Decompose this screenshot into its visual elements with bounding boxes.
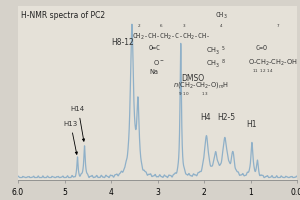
Text: $^2$: $^2$	[137, 24, 141, 29]
Text: H-NMR spectra of PC2: H-NMR spectra of PC2	[21, 11, 105, 20]
Text: $^9$ $^{10}$       $^{13}$: $^9$ $^{10}$ $^{13}$	[178, 91, 209, 100]
Text: H13: H13	[63, 121, 77, 127]
Text: CH$_3$ $^8$: CH$_3$ $^8$	[206, 58, 225, 70]
Text: H8-12: H8-12	[111, 38, 134, 47]
Text: H14: H14	[70, 106, 85, 112]
Text: Na: Na	[149, 69, 158, 75]
Text: $n$(CH$_2$-CH$_2$-O)$_m$H: $n$(CH$_2$-CH$_2$-O)$_m$H	[173, 80, 229, 90]
Text: $^{11}$ $^{12}$ $^{14}$: $^{11}$ $^{12}$ $^{14}$	[252, 68, 274, 77]
Text: H1: H1	[247, 120, 257, 129]
Text: O$^-$: O$^-$	[152, 58, 164, 67]
Text: CH$_2$-CH-CH$_2$-C-CH$_2$-CH-: CH$_2$-CH-CH$_2$-C-CH$_2$-CH-	[132, 31, 210, 42]
Text: H2-5: H2-5	[217, 113, 236, 122]
Text: $^6$: $^6$	[159, 24, 164, 29]
Text: $^7$: $^7$	[276, 24, 280, 29]
Text: O-CH$_2$-CH$_2$-OH: O-CH$_2$-CH$_2$-OH	[248, 58, 298, 68]
Text: DMSO: DMSO	[182, 74, 205, 83]
Text: CH$_3$: CH$_3$	[214, 10, 227, 21]
Text: C=O: C=O	[255, 45, 267, 50]
Text: O=C: O=C	[149, 45, 161, 50]
Text: $^4$: $^4$	[219, 24, 223, 29]
Text: CH$_3$ $^5$: CH$_3$ $^5$	[206, 45, 225, 57]
Text: $^3$: $^3$	[182, 24, 186, 29]
Text: H4: H4	[200, 113, 211, 122]
X-axis label: ppm: ppm	[146, 199, 169, 200]
